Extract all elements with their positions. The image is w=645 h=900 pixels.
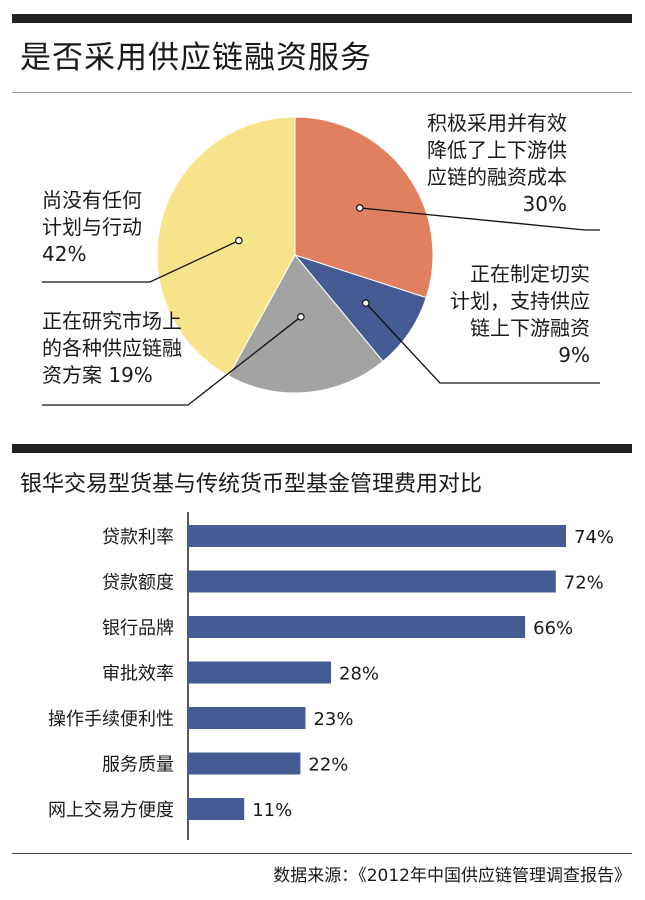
pie-leader-dot bbox=[355, 204, 364, 212]
bar bbox=[188, 707, 306, 729]
pie-label-line: 的各种供应链融 bbox=[42, 336, 182, 360]
pie-label-slice-3: 尚没有任何 计划与行动 42% bbox=[42, 187, 142, 268]
section-rule bbox=[12, 444, 632, 453]
pie-label-value: 9% bbox=[558, 343, 590, 367]
bar bbox=[188, 798, 245, 820]
pie-leader-dot bbox=[235, 236, 243, 245]
bar bbox=[188, 570, 556, 593]
pie-slice bbox=[227, 254, 384, 394]
bar-value-label: 74% bbox=[574, 527, 614, 548]
pie-label-slice-1: 正在制定切实 计划，支持供应 链上下游融资 9% bbox=[450, 261, 590, 369]
pie-label-slice-2: 正在研究市场上 的各种供应链融 资方案 19% bbox=[42, 308, 182, 389]
bar-category-label: 银行品牌 bbox=[102, 618, 174, 639]
pie-label-line: 正在制定切实 bbox=[470, 262, 590, 286]
bar-value-label: 11% bbox=[252, 800, 292, 821]
pie-slice bbox=[294, 116, 434, 299]
bar-value-label: 22% bbox=[308, 755, 348, 776]
bar-value-label: 23% bbox=[313, 709, 353, 730]
pie-leader-line bbox=[42, 316, 302, 406]
pie-label-line: 积极采用并有效 bbox=[427, 111, 567, 135]
pie-label-line: 正在研究市场上 bbox=[42, 309, 182, 333]
source-label: 数据来源： bbox=[273, 866, 359, 886]
top-rule bbox=[12, 14, 632, 23]
bar-category-label: 操作手续便利性 bbox=[48, 709, 174, 730]
pie-label-line: 尚没有任何 bbox=[42, 188, 142, 212]
bar bbox=[188, 752, 301, 775]
bar-category-label: 审批效率 bbox=[102, 664, 174, 685]
bar bbox=[188, 661, 332, 684]
bar bbox=[188, 616, 526, 638]
pie-label-value: 42% bbox=[42, 242, 87, 266]
bar-chart: 贷款利率 74% 贷款额度 72% 银行品牌 66% 审批效率 28% 操作手续便利性 23% 服务… bbox=[48, 512, 614, 840]
pie-label-line: 应链的融资成本 bbox=[427, 165, 567, 189]
title-divider bbox=[12, 92, 632, 93]
source-note: 数据来源：《2012年中国供应链管理调查报告》 bbox=[273, 861, 631, 886]
bar-chart-title: 银华交易型货基与传统货币型基金管理费用对比 bbox=[20, 472, 483, 497]
pie-label-value: 30% bbox=[522, 192, 567, 216]
source-text: 《2012年中国供应链管理调查报告》 bbox=[358, 866, 631, 886]
bar-category-label: 贷款利率 bbox=[102, 527, 174, 548]
pie-label-line: 计划与行动 bbox=[42, 215, 142, 239]
footer-rule bbox=[12, 853, 632, 854]
pie-label-line: 降低了上下游供 bbox=[427, 138, 567, 162]
pie-leader-line bbox=[365, 302, 600, 384]
bar-value-label: 66% bbox=[533, 618, 573, 639]
bar-category-label: 贷款额度 bbox=[102, 573, 174, 594]
bar-value-label: 72% bbox=[564, 573, 604, 594]
pie-leader-line bbox=[42, 239, 240, 283]
bar bbox=[188, 525, 566, 547]
pie-leader-line bbox=[359, 207, 600, 231]
bar-category-label: 网上交易方便度 bbox=[48, 800, 174, 821]
pie-leader-dot bbox=[297, 313, 305, 321]
bar-category-label: 服务质量 bbox=[102, 755, 174, 776]
pie-label-line: 链上下游融资 bbox=[470, 316, 590, 340]
pie-label-slice-0: 积极采用并有效 降低了上下游供 应链的融资成本 30% bbox=[427, 110, 567, 218]
pie-label-line: 资方案 19% bbox=[42, 363, 153, 387]
pie-leader-dot bbox=[361, 299, 370, 307]
bar-value-label: 28% bbox=[339, 664, 379, 685]
pie-chart bbox=[42, 116, 600, 406]
pie-chart-title: 是否采用供应链融资服务 bbox=[20, 40, 372, 76]
pie-label-line: 计划，支持供应 bbox=[450, 289, 590, 313]
